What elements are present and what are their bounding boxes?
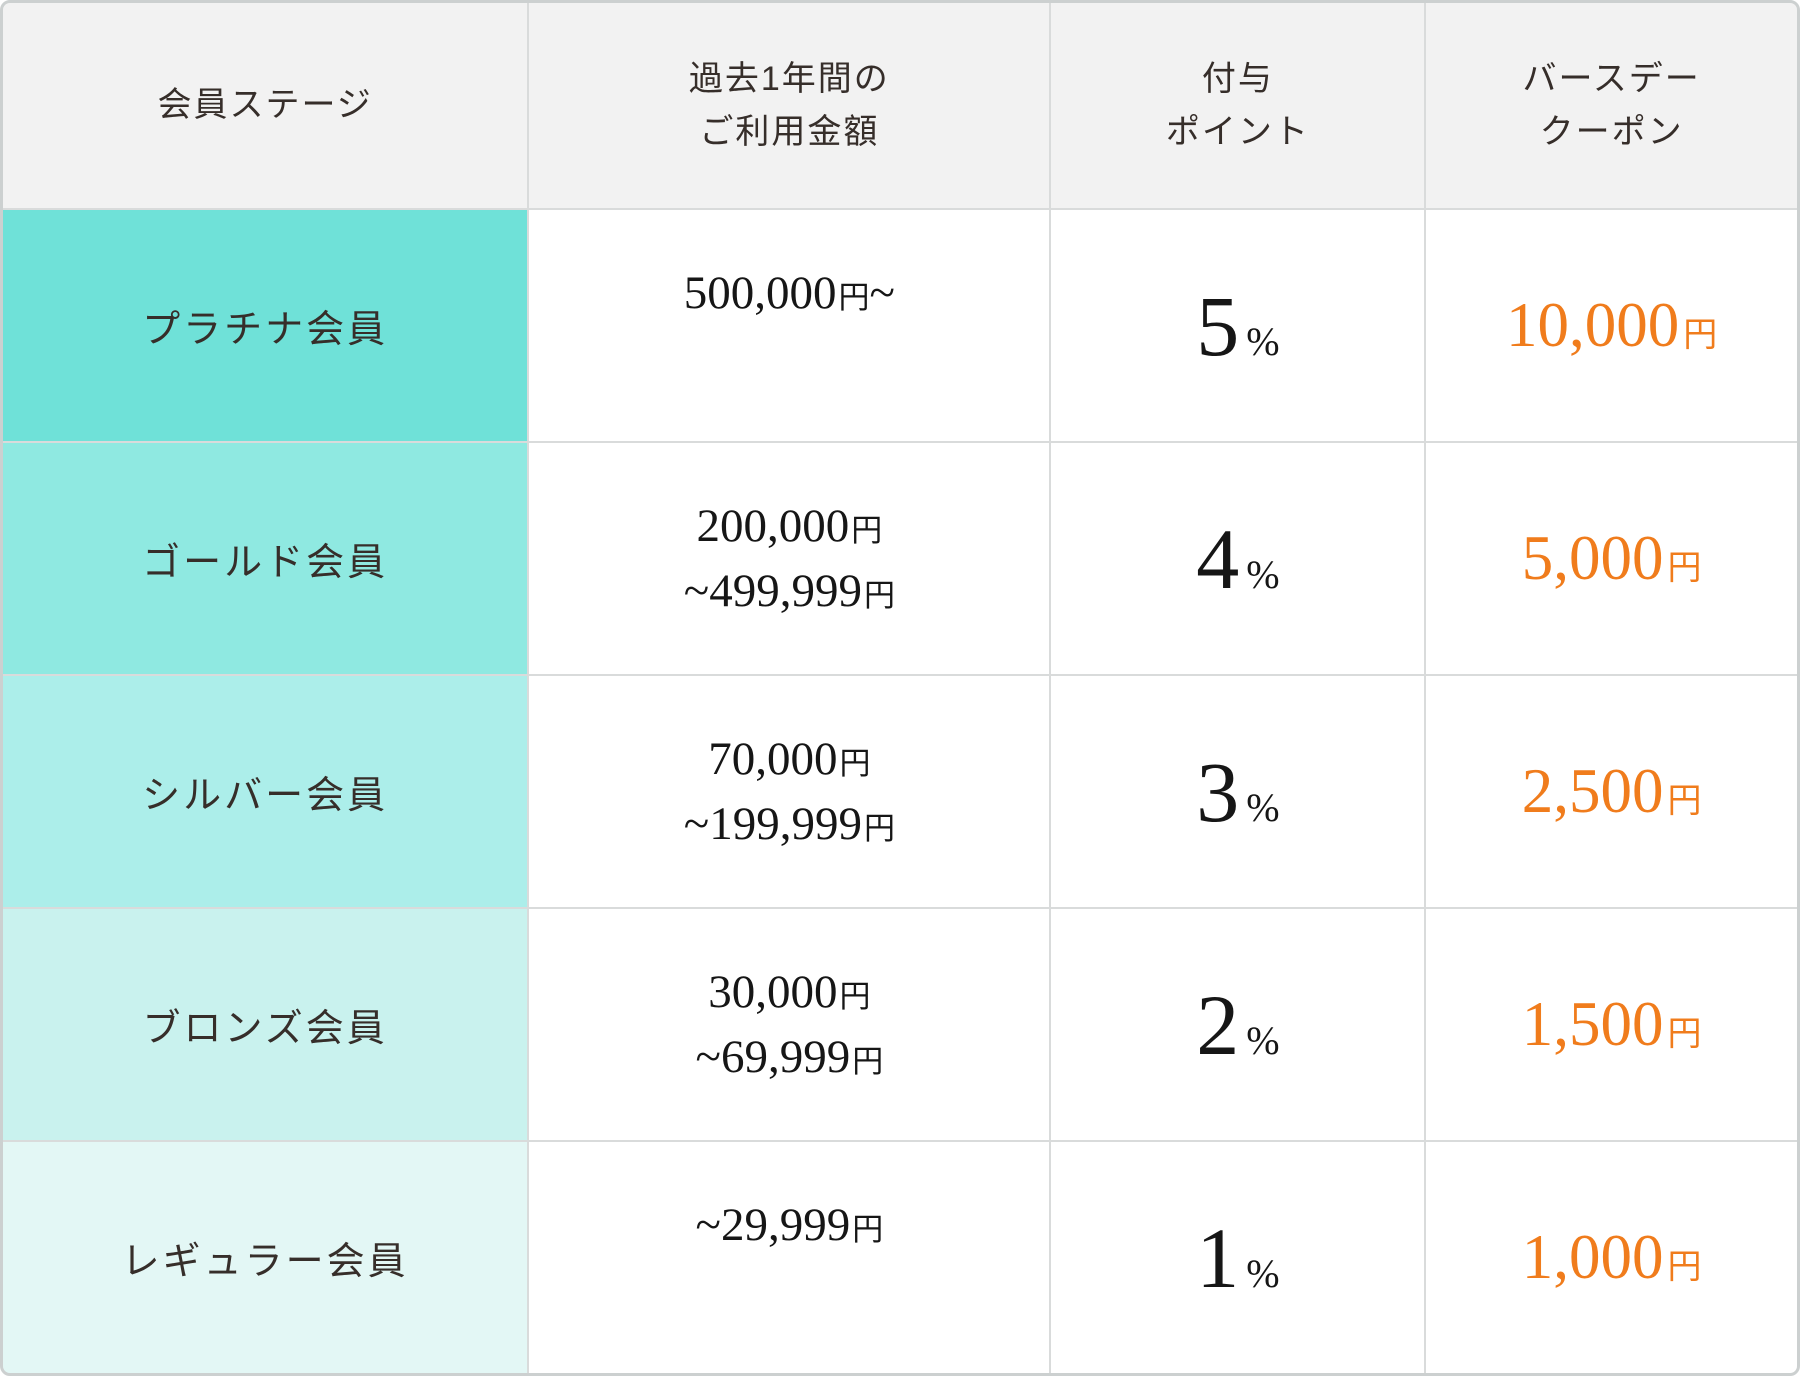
amount-line — [788, 326, 790, 391]
stage-cell: ブロンズ会員 — [3, 909, 528, 1141]
amount-line: ~69,999円 — [695, 1030, 884, 1083]
header-cell-birthday-coupon: バースデー クーポン — [1426, 3, 1797, 209]
coupon-value-group: 1,000 円 — [1521, 1222, 1702, 1292]
coupon-cell: 2,500 円 — [1426, 676, 1797, 908]
stage-cell: シルバー会員 — [3, 676, 528, 908]
usage-amount-cell: 500,000円~ — [529, 210, 1050, 442]
stage-label: ゴールド会員 — [142, 542, 389, 585]
header-amount-line1: 過去1年間の — [688, 59, 890, 98]
stage-cell: ゴールド会員 — [3, 443, 528, 675]
header-stage-line1: 会員ステージ — [157, 86, 373, 125]
stage-cell: プラチナ会員 — [3, 210, 528, 442]
coupon-cell: 10,000 円 — [1426, 210, 1797, 442]
stage-cell: レギュラー会員 — [3, 1142, 528, 1373]
coupon-cell: 5,000 円 — [1426, 443, 1797, 675]
coupon-value-group: 1,500 円 — [1521, 989, 1702, 1060]
amount-line — [788, 1258, 790, 1323]
points-value-group: 4% — [1196, 510, 1280, 607]
coupon-value-group: 10,000 円 — [1505, 290, 1718, 361]
points-cell: 1% — [1051, 1142, 1425, 1373]
amount-line: ~499,999円 — [683, 564, 895, 617]
stage-label: レギュラー会員 — [121, 1241, 409, 1283]
points-value-group: 3% — [1196, 743, 1280, 840]
stage-label: ブロンズ会員 — [142, 1008, 388, 1051]
points-value-group: 2% — [1196, 976, 1280, 1073]
stage-label: プラチナ会員 — [142, 309, 389, 352]
amount-line: ~199,999円 — [683, 797, 895, 850]
usage-amount-cell: 30,000円 ~69,999円 — [529, 909, 1050, 1141]
header-coupon-line1: バースデー — [1522, 59, 1701, 98]
header-coupon-line2: クーポン — [1539, 112, 1684, 151]
coupon-cell: 1,000 円 — [1426, 1142, 1797, 1373]
points-value-group: 1% — [1196, 1209, 1280, 1306]
amount-line: 70,000円 — [708, 732, 871, 785]
amount-line: 200,000円 — [696, 499, 883, 552]
header-cell-usage-amount: 過去1年間の ご利用金額 — [529, 3, 1050, 209]
points-cell: 3% — [1051, 676, 1425, 908]
header-cell-points: 付与 ポイント — [1051, 3, 1425, 209]
coupon-cell: 1,500 円 — [1426, 909, 1797, 1141]
points-cell: 4% — [1051, 443, 1425, 675]
usage-amount-cell: ~29,999円 — [529, 1142, 1050, 1373]
amount-line: ~29,999円 — [695, 1198, 884, 1251]
coupon-value-group: 5,000 円 — [1521, 523, 1702, 594]
points-cell: 5% — [1051, 210, 1425, 442]
header-points-line2: ポイント — [1165, 112, 1310, 151]
usage-amount-cell: 70,000円 ~199,999円 — [529, 676, 1050, 908]
amount-line: 30,000円 — [708, 965, 871, 1018]
points-value-group: 5% — [1196, 277, 1280, 374]
header-points-line1: 付与 — [1201, 59, 1274, 98]
coupon-value-group: 2,500 円 — [1521, 756, 1702, 827]
usage-amount-cell: 200,000円 ~499,999円 — [529, 443, 1050, 675]
points-cell: 2% — [1051, 909, 1425, 1141]
stage-label: シルバー会員 — [142, 775, 389, 818]
amount-line: 500,000円~ — [683, 266, 895, 319]
header-amount-line2: ご利用金額 — [699, 112, 880, 151]
header-cell-stage: 会員ステージ — [3, 3, 528, 209]
